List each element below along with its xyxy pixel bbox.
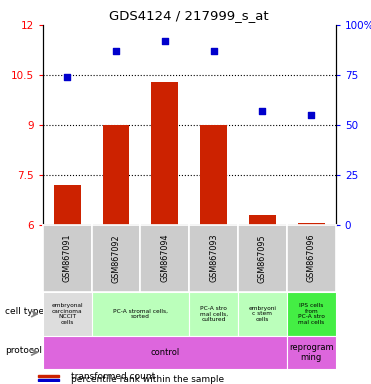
Bar — [298, 223, 325, 225]
Text: GSM867091: GSM867091 — [63, 234, 72, 283]
Bar — [54, 185, 81, 225]
Text: GSM867095: GSM867095 — [258, 234, 267, 283]
Text: GSM867092: GSM867092 — [111, 234, 121, 283]
Point — [162, 38, 168, 44]
Text: percentile rank within the sample: percentile rank within the sample — [71, 376, 224, 384]
Bar — [151, 81, 178, 225]
Text: GSM867096: GSM867096 — [307, 234, 316, 283]
Point — [211, 48, 217, 54]
Point — [308, 112, 314, 118]
Text: reprogram
ming: reprogram ming — [289, 343, 334, 362]
Text: cell type: cell type — [5, 307, 44, 316]
Bar — [102, 125, 129, 225]
Title: GDS4124 / 217999_s_at: GDS4124 / 217999_s_at — [109, 9, 269, 22]
Bar — [38, 376, 59, 377]
Text: GSM867094: GSM867094 — [160, 234, 169, 283]
Bar — [200, 125, 227, 225]
Point — [64, 74, 70, 80]
Text: PC-A stromal cells,
sorted: PC-A stromal cells, sorted — [113, 309, 168, 319]
Bar — [38, 379, 59, 381]
Text: transformed count: transformed count — [71, 372, 155, 381]
Text: IPS cells
from
PC-A stro
mal cells: IPS cells from PC-A stro mal cells — [298, 303, 325, 324]
Text: PC-A stro
mal cells,
cultured: PC-A stro mal cells, cultured — [200, 306, 228, 322]
Text: embryoni
c stem
cells: embryoni c stem cells — [249, 306, 276, 322]
Text: embryonal
carcinoma
NCCIT
cells: embryonal carcinoma NCCIT cells — [51, 303, 83, 324]
Bar — [249, 215, 276, 225]
Text: protocol: protocol — [5, 346, 42, 355]
Text: GSM867093: GSM867093 — [209, 234, 218, 283]
Point — [113, 48, 119, 54]
Text: control: control — [150, 348, 180, 357]
Point — [259, 108, 265, 114]
